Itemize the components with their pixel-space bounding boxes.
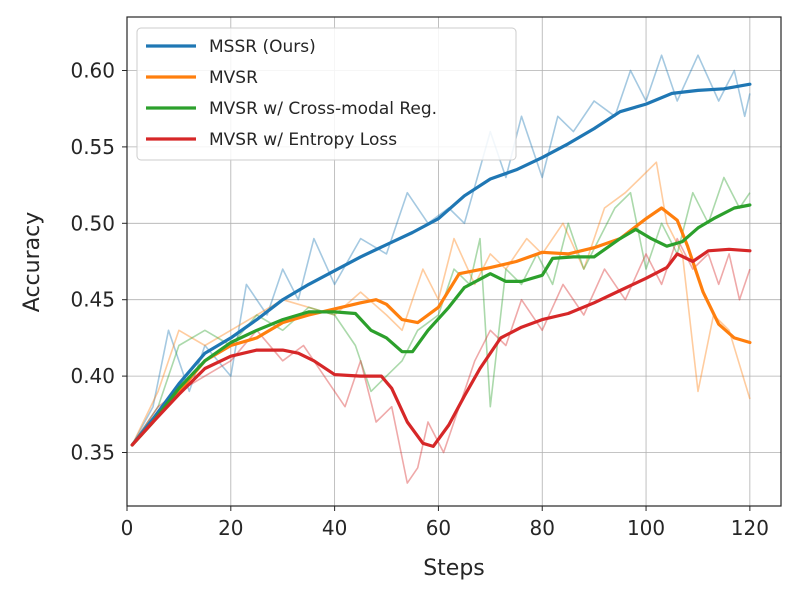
raw-line-mvsr-w-cross-modal-reg bbox=[131, 176, 751, 446]
x-tick-label: 100 bbox=[627, 516, 665, 540]
smoothed-series-lines bbox=[130, 82, 752, 448]
smoothed-line-mssr-ours bbox=[130, 82, 752, 447]
y-tick-label: 0.50 bbox=[70, 211, 115, 235]
x-tick-label: 40 bbox=[322, 516, 347, 540]
x-tick-label: 80 bbox=[530, 516, 555, 540]
y-tick-label: 0.45 bbox=[70, 288, 115, 312]
y-axis-label: Accuracy bbox=[20, 212, 45, 312]
x-tick-label: 0 bbox=[121, 516, 134, 540]
x-tick-label: 60 bbox=[426, 516, 451, 540]
smoothed-line-mvsr-w-entropy-loss bbox=[130, 247, 752, 448]
legend: MSSR (Ours) MVSR MVSR w/ Cross-modal Reg. M… bbox=[136, 27, 517, 161]
y-tick-label: 0.60 bbox=[70, 58, 115, 82]
y-tick-label: 0.40 bbox=[70, 364, 115, 388]
x-axis-label: Steps bbox=[423, 556, 485, 581]
raw-line-mssr-ours bbox=[131, 54, 751, 446]
legend-label-mvsr-w-entropy-loss: MVSR w/ Entropy Loss bbox=[209, 130, 397, 150]
plot-frame bbox=[126, 16, 782, 507]
smoothed-line-mvsr-w-cross-modal-reg bbox=[130, 203, 752, 447]
axis-ticks: 0 20 40 60 80 100 120 0.35 0.40 0.45 0.50 0.55 0.60 bbox=[70, 58, 768, 540]
legend-label-mssr-ours: MSSR (Ours) bbox=[209, 37, 316, 57]
smoothed-line-mvsr bbox=[130, 206, 752, 447]
y-tick-label: 0.55 bbox=[70, 135, 115, 159]
y-tick-label: 0.35 bbox=[70, 441, 115, 465]
x-tick-label: 120 bbox=[731, 516, 769, 540]
x-tick-label: 20 bbox=[218, 516, 243, 540]
legend-label-mvsr-w-cross-modal-reg: MVSR w/ Cross-modal Reg. bbox=[209, 99, 437, 119]
legend-box bbox=[136, 27, 517, 161]
legend-label-mvsr: MVSR bbox=[209, 68, 258, 88]
